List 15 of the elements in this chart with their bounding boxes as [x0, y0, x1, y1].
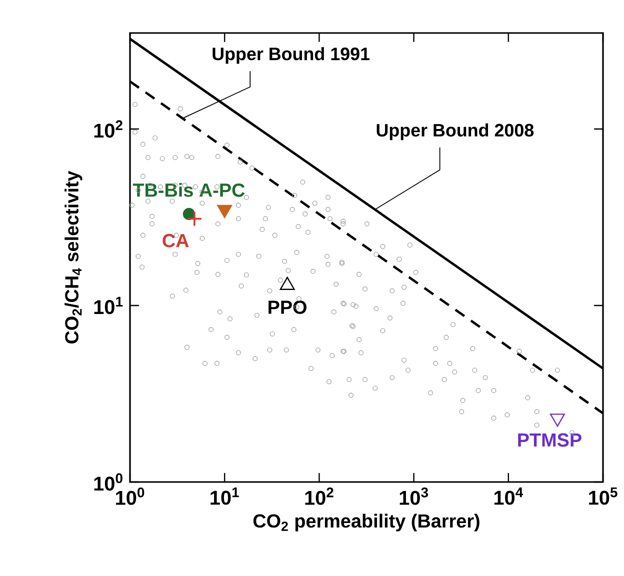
series-label: TB-Bis A-PC — [132, 182, 245, 197]
x-axis-title: CO$_{2}$ permeability (Barrer) — [253, 514, 480, 532]
series-label: PTMSP — [518, 433, 582, 447]
series-label: CA — [162, 234, 189, 248]
x-tick-label: 10$^{5}$ — [589, 488, 618, 505]
series-label: PPO — [268, 300, 306, 314]
x-tick-label: 10$^{2}$ — [305, 488, 334, 505]
x-tick-label: 10$^{4}$ — [494, 488, 524, 505]
y-axis-title: CO$_{2}$/CH$_{4}$ selectivity — [64, 170, 82, 344]
x-tick-label: 10$^{1}$ — [210, 488, 239, 505]
y-tick-label: 10$^{1}$ — [94, 296, 123, 314]
annotation: Upper Bound 2008 — [376, 123, 534, 140]
annotation: Upper Bound 1991 — [212, 47, 370, 64]
y-tick-label: 10$^{2}$ — [94, 120, 122, 138]
x-tick-label: 10$^{3}$ — [400, 488, 428, 505]
